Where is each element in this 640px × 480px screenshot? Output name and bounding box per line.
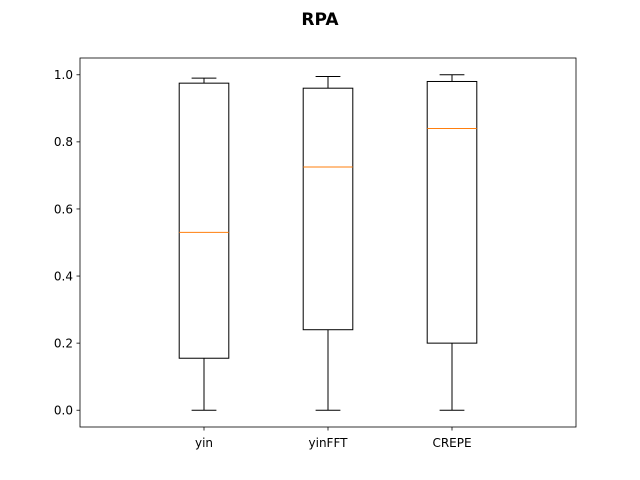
x-tick-label: yin <box>195 436 213 450</box>
box-yinFFT <box>302 87 354 331</box>
y-tick-label: 0.4 <box>54 269 73 283</box>
box-CREPE <box>426 80 478 344</box>
box-yin <box>178 82 230 359</box>
y-tick-label: 0.2 <box>54 336 73 350</box>
x-tick-label: CREPE <box>432 436 471 450</box>
x-tick-label: yinFFT <box>309 436 349 450</box>
chart-title: RPA <box>301 10 339 30</box>
plot-area: 0.0 0.2 0.4 0.6 0.8 1.0 yin yinFFT CREPE <box>54 57 577 450</box>
y-tick-label: 0.0 <box>54 404 73 418</box>
y-tick-label: 0.6 <box>54 202 73 216</box>
y-tick-label: 1.0 <box>54 68 73 82</box>
y-tick-label: 0.8 <box>54 135 73 149</box>
axes-frame <box>79 57 577 428</box>
